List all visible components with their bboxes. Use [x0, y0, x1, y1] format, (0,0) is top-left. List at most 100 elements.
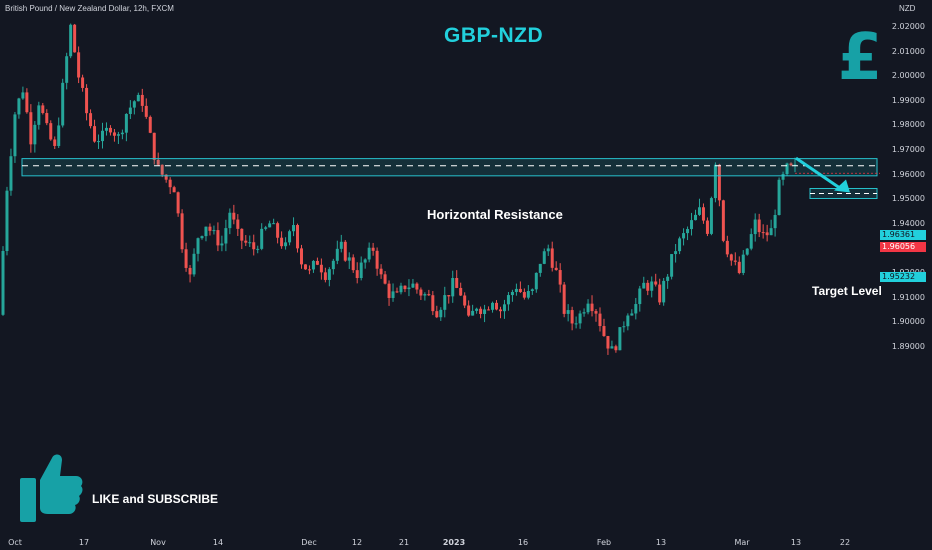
candle-body — [761, 232, 765, 234]
like-subscribe-label: LIKE and SUBSCRIBE — [92, 492, 219, 506]
candle-body — [582, 312, 586, 314]
candle-body — [399, 285, 403, 293]
candle-body — [686, 229, 690, 234]
candle-body — [379, 268, 383, 275]
candle-body — [272, 223, 276, 225]
candle-body — [773, 215, 777, 229]
candle-body — [256, 248, 260, 250]
candle-body — [284, 242, 288, 247]
candle-body — [212, 230, 216, 232]
candle-body — [510, 291, 514, 296]
candle-body — [140, 94, 144, 106]
candle-body — [654, 281, 658, 285]
candle-body — [598, 313, 602, 327]
candle-body — [439, 309, 443, 318]
candle-body — [737, 261, 741, 273]
candle-body — [534, 272, 538, 290]
candle-body — [626, 315, 630, 327]
candle-body — [220, 243, 224, 246]
candle-body — [395, 291, 399, 293]
candle-body — [590, 303, 594, 312]
candle-body — [172, 187, 176, 193]
candle-body — [721, 200, 725, 241]
candle-body — [455, 277, 459, 288]
candle-body — [487, 309, 491, 311]
candle-body — [451, 277, 455, 297]
candle-body — [610, 346, 614, 349]
candle-body — [630, 313, 634, 316]
candle-body — [785, 163, 789, 175]
candle-body — [562, 284, 566, 314]
candle-body — [419, 289, 423, 296]
symbol-info: British Pound / New Zealand Dollar, 12h,… — [5, 4, 174, 13]
candle-body — [276, 223, 280, 238]
candle-body — [160, 164, 164, 175]
candle-body — [690, 220, 694, 230]
y-tick-label: 2.02000 — [891, 22, 925, 31]
candle-body — [566, 310, 570, 314]
candle-body — [116, 134, 120, 136]
candle-body — [391, 291, 395, 298]
candle-body — [347, 257, 351, 261]
candle-body — [622, 326, 626, 328]
candle-body — [574, 323, 578, 325]
candle-body — [729, 254, 733, 261]
candle-body — [459, 287, 463, 296]
candle-body — [606, 336, 610, 349]
candle-body — [236, 219, 240, 229]
candle-body — [93, 126, 97, 142]
candle-body — [57, 125, 61, 146]
candle-body — [303, 264, 307, 270]
candle-body — [431, 295, 435, 312]
candle-body — [37, 105, 41, 125]
price-tag-resistance: 1.96361 — [880, 230, 926, 240]
target-arrow-shaft — [795, 156, 843, 191]
candle-body — [73, 24, 77, 53]
candle-body — [180, 213, 184, 250]
candle-body — [753, 219, 757, 235]
candle-body — [407, 287, 411, 290]
candle-body — [81, 77, 85, 88]
candle-body — [694, 214, 698, 221]
candle-body — [479, 308, 483, 314]
y-tick-label: 1.91000 — [891, 292, 925, 302]
candle-body — [355, 270, 359, 279]
thumbs-up-icon — [20, 454, 83, 522]
candle-body — [41, 105, 45, 114]
candle-body — [367, 247, 371, 260]
candle-body — [89, 113, 93, 127]
candle-body — [311, 260, 315, 270]
candle-body — [646, 282, 650, 291]
candle-body — [638, 288, 642, 305]
candle-body — [335, 248, 339, 261]
candle-body — [343, 241, 347, 261]
candle-body — [104, 127, 108, 131]
y-tick-label: 1.94000 — [891, 218, 925, 228]
candle-body — [781, 174, 785, 180]
y-tick-label: 1.99000 — [891, 95, 925, 105]
target-arrow-head — [834, 179, 850, 193]
candle-body — [514, 288, 518, 292]
candle-body — [415, 283, 419, 290]
candle-body — [586, 303, 590, 313]
candle-body — [204, 226, 208, 237]
candle-body — [108, 127, 112, 133]
candle-body — [678, 238, 682, 252]
candle-body — [371, 247, 375, 251]
pound-sign-icon: £ — [837, 21, 883, 95]
candle-body — [331, 260, 335, 270]
x-tick-label: 17 — [78, 538, 90, 547]
candle-body — [280, 237, 284, 247]
candle-body — [765, 232, 769, 236]
x-tick-label: Mar — [734, 538, 750, 547]
candle-body — [697, 207, 701, 215]
candle-body — [375, 250, 379, 269]
candle-body — [383, 274, 387, 284]
candle-body — [299, 248, 303, 265]
price-tag-current: 1.96056 — [880, 242, 926, 252]
candle-body — [670, 254, 674, 277]
candle-body — [33, 124, 37, 145]
candle-body — [21, 92, 25, 99]
x-tick-label: 21 — [398, 538, 410, 547]
